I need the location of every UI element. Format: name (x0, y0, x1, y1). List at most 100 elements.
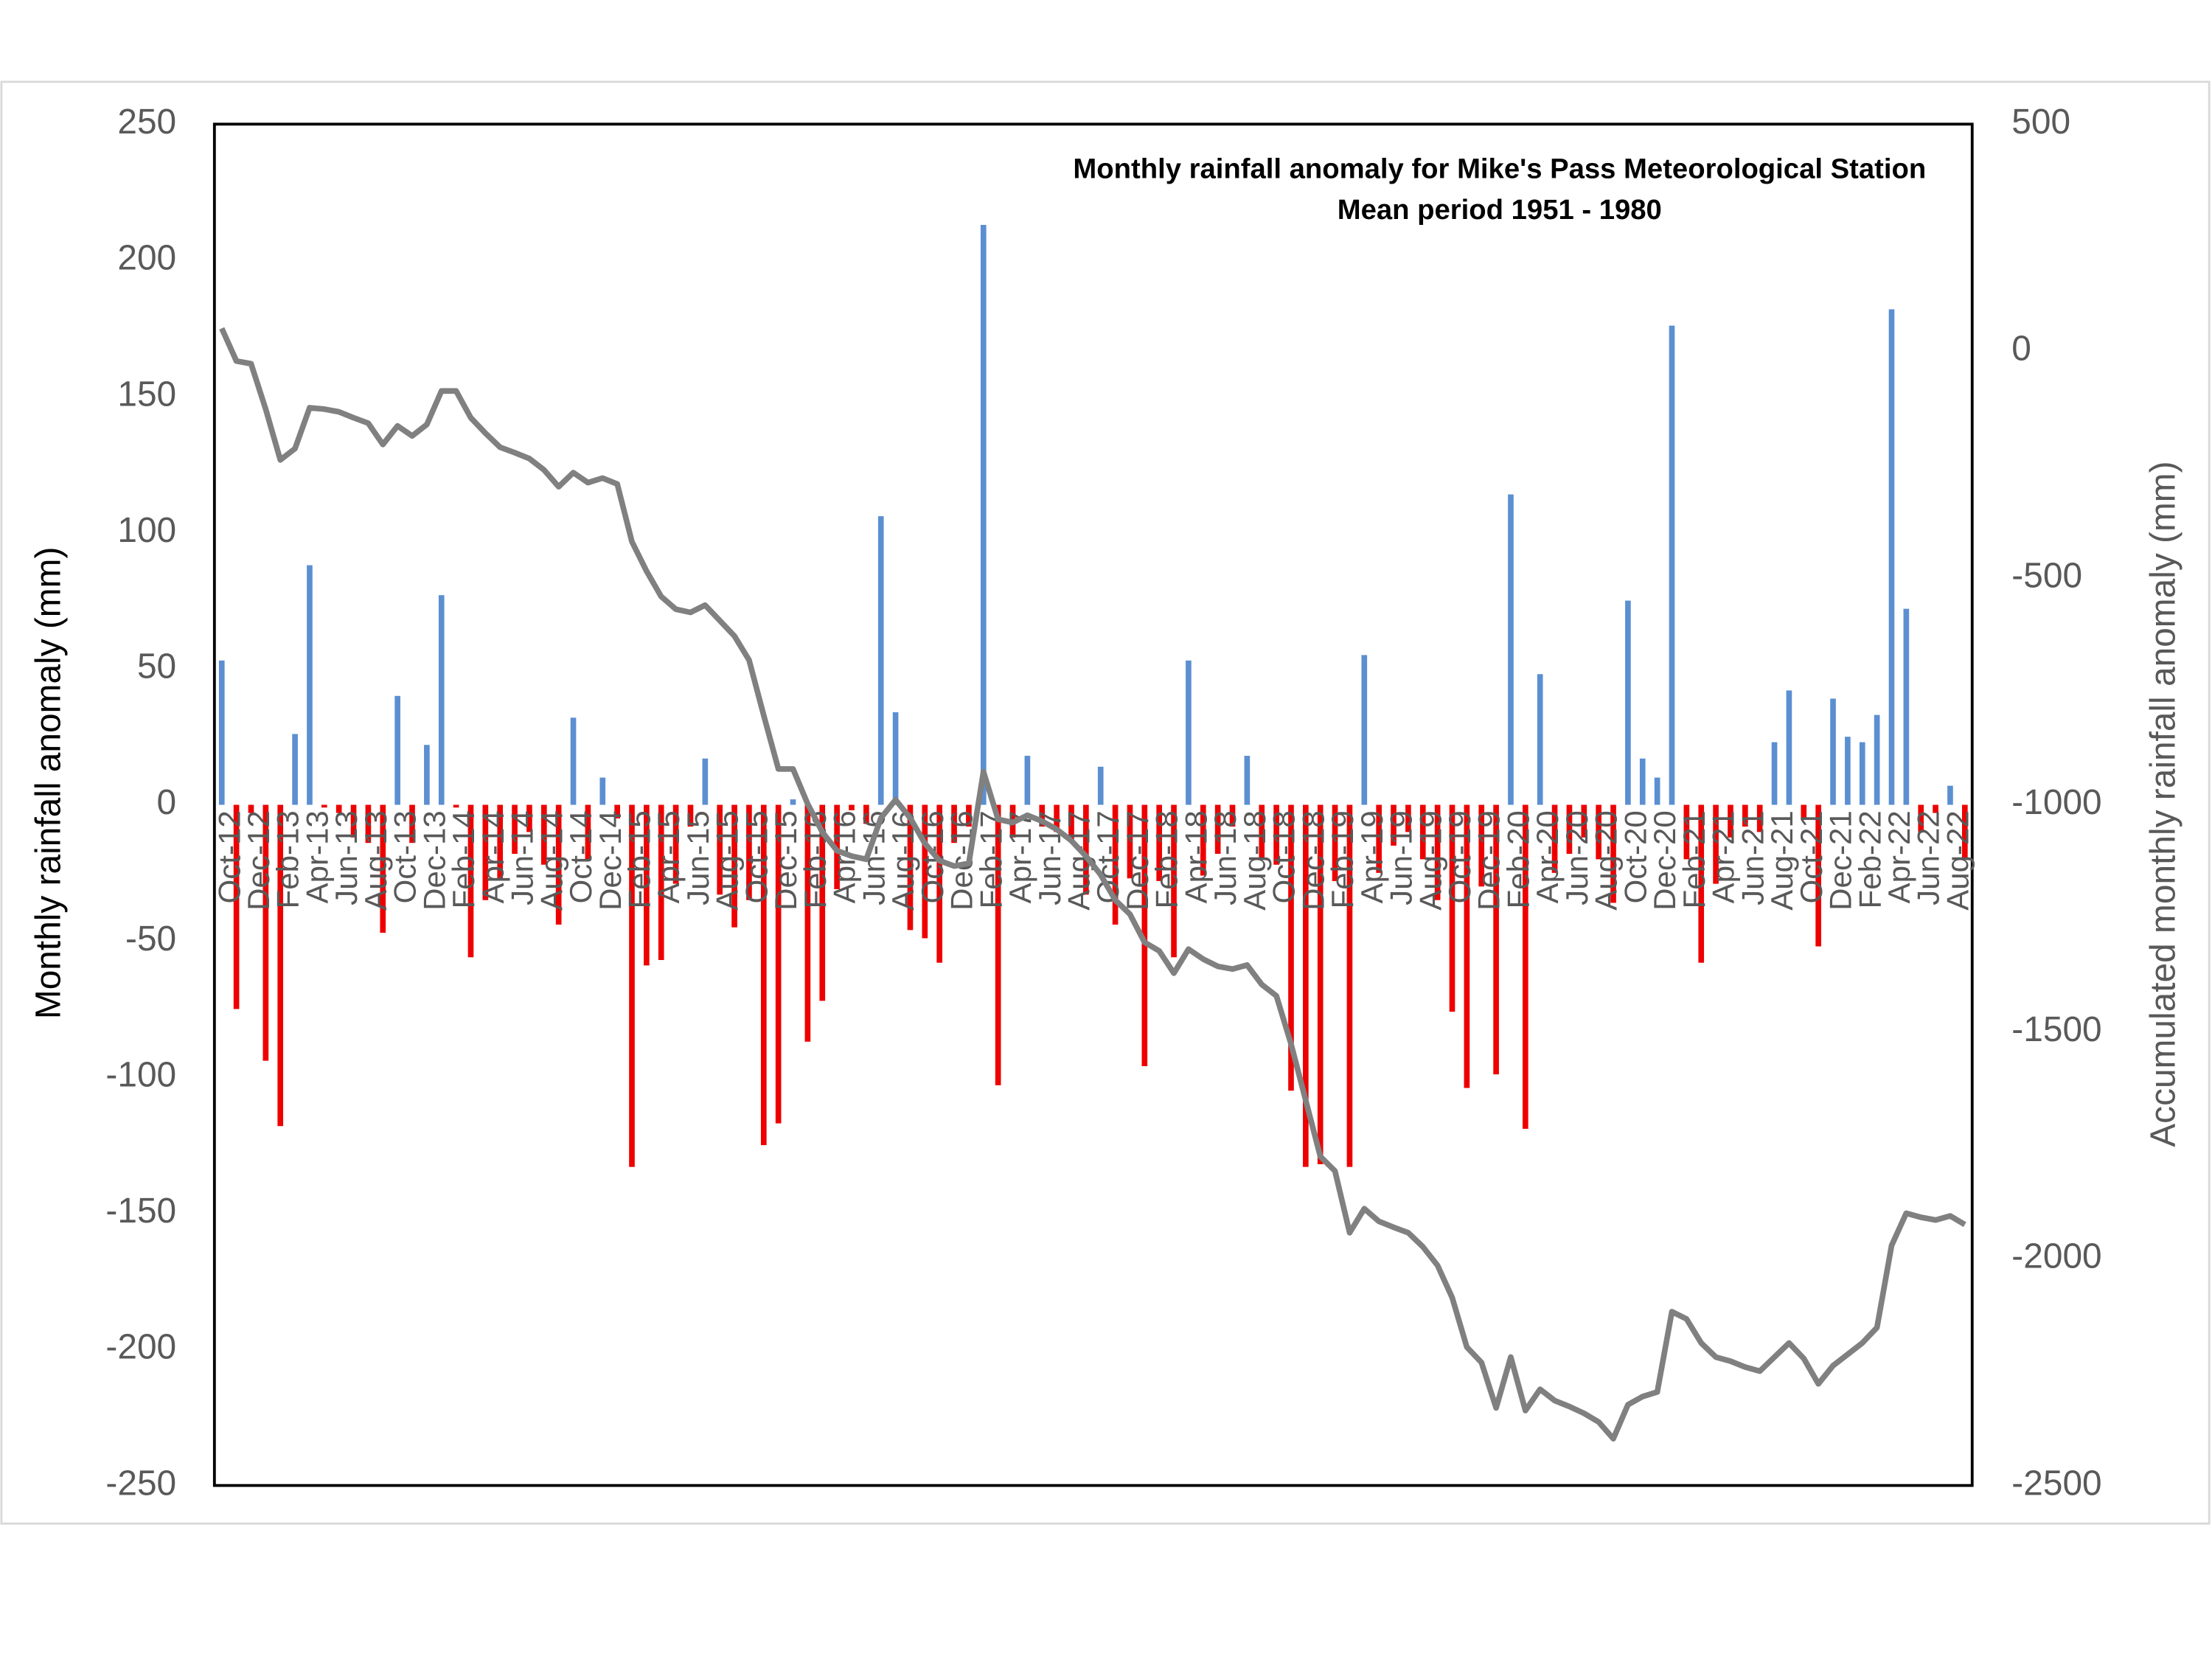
x-tick-label: Apr-20 (1530, 810, 1565, 903)
bar (804, 804, 811, 1042)
bar (1639, 758, 1646, 805)
x-tick-label: Oct-13 (388, 810, 422, 903)
bar (1903, 608, 1910, 805)
x-tick-label: Feb-19 (1325, 810, 1360, 908)
bar (1478, 804, 1485, 887)
bar (1449, 804, 1455, 1012)
x-tick-label: Jun-19 (1384, 810, 1419, 905)
bar (980, 224, 987, 805)
bar (1845, 737, 1851, 805)
y2-tick-label: -2000 (2011, 1237, 2101, 1276)
bar (1068, 804, 1074, 841)
x-tick-label: Oct-15 (739, 810, 773, 903)
bar (1786, 690, 1792, 805)
bar (995, 804, 1001, 1085)
bar (966, 804, 972, 827)
bar (614, 804, 620, 818)
bar (1288, 804, 1294, 1091)
bar (218, 660, 225, 805)
bar (790, 799, 796, 805)
bar (394, 695, 400, 805)
bar (1918, 804, 1924, 832)
bar (1859, 742, 1865, 805)
bar (482, 804, 489, 900)
x-tick-label: Jun-20 (1559, 810, 1594, 905)
bar (321, 804, 327, 808)
bar (892, 712, 899, 805)
bar (775, 804, 782, 1124)
bar (1039, 804, 1046, 827)
x-tick-label: Apr-15 (651, 810, 686, 903)
bar (1127, 804, 1133, 879)
x-tick-label: Oct-16 (915, 810, 950, 903)
bar (526, 804, 532, 832)
x-tick-label: Oct-14 (563, 810, 598, 903)
x-tick-label: Oct-18 (1267, 810, 1301, 903)
bar (1097, 766, 1104, 805)
y-tick-label: 100 (117, 511, 176, 550)
bar (1391, 804, 1397, 846)
bar (1654, 777, 1660, 805)
bar (1229, 804, 1236, 827)
x-tick-label: Aug-15 (710, 810, 745, 911)
x-tick-label: Feb-20 (1500, 810, 1535, 908)
x-tick-label: Feb-18 (1150, 810, 1184, 908)
bar (731, 804, 737, 928)
bar (1112, 804, 1119, 925)
bar (453, 804, 459, 808)
bar (262, 804, 269, 1061)
x-tick-label: Dec-21 (1823, 810, 1858, 911)
x-tick-label: Feb-15 (622, 810, 657, 908)
bar (424, 745, 430, 805)
bar (380, 804, 386, 933)
bar (1171, 804, 1177, 958)
bar (335, 804, 342, 813)
bar (409, 804, 415, 844)
bar (1771, 742, 1778, 805)
bar (1947, 785, 1953, 805)
x-tick-label: Apr-22 (1882, 810, 1916, 903)
x-tick-label: Jun-21 (1735, 810, 1770, 905)
bar (849, 804, 855, 810)
bar (1756, 804, 1763, 832)
bar (1801, 804, 1807, 818)
x-tick-label: Dec-13 (417, 810, 451, 911)
bar (702, 758, 709, 805)
bar (570, 717, 577, 805)
x-tick-label: Oct-12 (212, 810, 246, 903)
bar (1683, 804, 1690, 860)
bar (1376, 804, 1382, 873)
y-tick-label: -200 (105, 1328, 176, 1367)
y2-tick-label: -1500 (2011, 1010, 2101, 1049)
y-tick-label: 200 (117, 239, 176, 278)
x-tick-label: Feb-22 (1852, 810, 1887, 908)
y-tick-label: 250 (117, 102, 176, 142)
bar (1083, 804, 1089, 895)
bar (760, 804, 767, 1146)
y-tick-label: 50 (137, 647, 176, 686)
bar (1713, 804, 1719, 884)
x-tick-label: Apr-19 (1354, 810, 1389, 903)
bar (365, 804, 372, 844)
x-tick-label: Dec-14 (593, 810, 627, 911)
x-tick-label: Apr-18 (1178, 810, 1213, 903)
x-tick-label: Jun-14 (505, 810, 540, 905)
bar (1273, 804, 1279, 865)
x-tick-label: Dec-12 (241, 810, 276, 911)
bar (1405, 804, 1411, 832)
y2-axis-title: Accumulated monthly rainfall anomaly (mm… (2144, 461, 2183, 1147)
y-axis-title: Monthly rainfall anomaly (mm) (29, 547, 69, 1020)
y-tick-label: -50 (125, 919, 176, 959)
x-tick-label: Dec-19 (1472, 810, 1506, 911)
bar (907, 804, 914, 931)
bar (687, 804, 694, 827)
bar (1259, 804, 1265, 860)
x-tick-label: Jun-22 (1911, 810, 1946, 905)
bar (248, 804, 254, 813)
bar (585, 804, 591, 860)
bar (629, 804, 635, 1167)
bar (540, 804, 547, 865)
bar (1214, 804, 1221, 854)
x-tick-label: Feb-16 (798, 810, 832, 908)
